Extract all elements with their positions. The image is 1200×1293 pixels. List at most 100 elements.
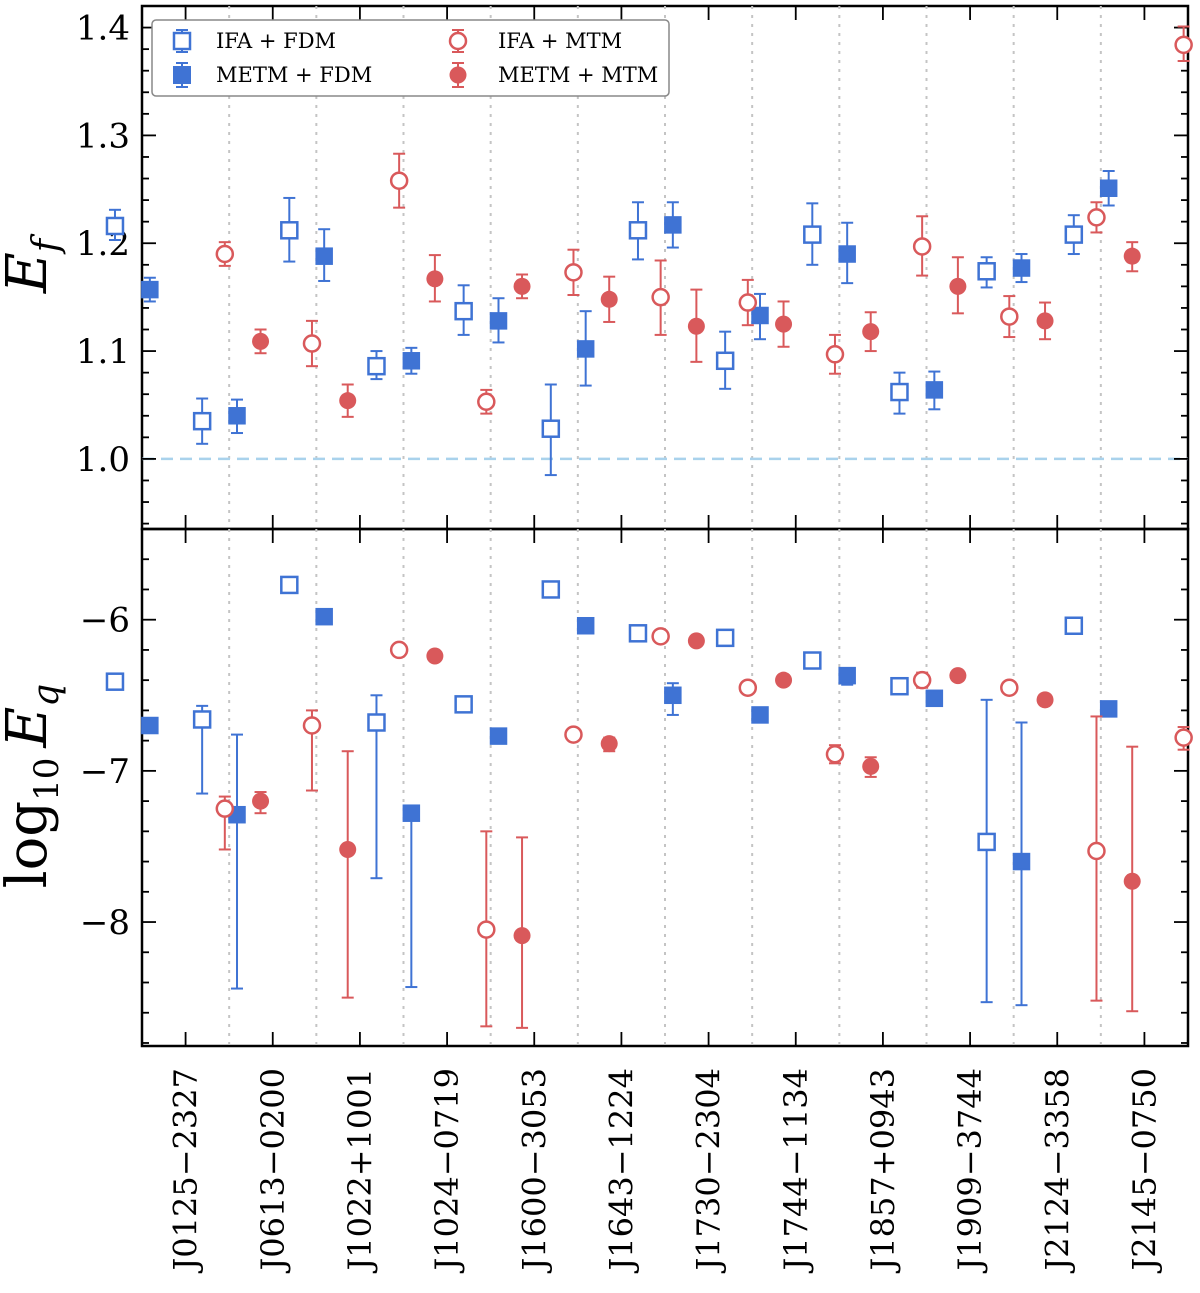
point-ifa-mtm xyxy=(564,725,583,744)
x-category-label: J1600−3053 xyxy=(515,1068,553,1274)
point-ifa-fdm xyxy=(280,575,299,595)
point-ifa-mtm xyxy=(1087,841,1106,861)
point-ifa-mtm xyxy=(215,799,235,818)
point-ifa-fdm xyxy=(1064,616,1084,635)
point-metm-mtm xyxy=(949,277,967,295)
point-ifa-fdm xyxy=(803,651,822,670)
point-ifa-mtm xyxy=(1000,678,1019,697)
point-metm-fdm xyxy=(315,607,333,626)
bottom-panel-frame xyxy=(140,527,1190,1048)
point-metm-fdm xyxy=(1012,852,1031,871)
point-ifa-fdm xyxy=(803,225,822,244)
point-ifa-mtm xyxy=(651,287,670,307)
legend-entry-metm-mtm: METM + MTM xyxy=(449,62,658,88)
bottom-y-axis-label-log: log xyxy=(0,801,60,888)
legend-marker-open-circle xyxy=(448,31,468,51)
bottom-panel: log10 Eq −8 −7 −6 J0125−2327 J0613−0200 J1022+… xyxy=(0,527,1193,1274)
point-ifa-fdm xyxy=(541,580,561,599)
point-metm-mtm xyxy=(775,671,793,689)
point-metm-fdm xyxy=(489,727,508,745)
point-metm-fdm xyxy=(576,616,595,635)
point-ifa-fdm xyxy=(977,262,996,281)
point-ifa-mtm xyxy=(389,171,409,190)
point-ifa-mtm xyxy=(564,263,583,282)
point-metm-mtm xyxy=(862,757,880,775)
point-ifa-mtm xyxy=(651,627,670,646)
point-metm-fdm xyxy=(141,716,159,735)
point-metm-mtm xyxy=(1123,872,1141,890)
point-metm-fdm xyxy=(751,706,769,724)
point-ifa-fdm xyxy=(192,411,212,431)
legend-box xyxy=(151,19,670,97)
point-metm-fdm xyxy=(315,247,333,265)
legend-label-ifa-mtm: IFA + MTM xyxy=(498,29,622,53)
point-ifa-mtm xyxy=(215,244,235,264)
legend-label-metm-fdm: METM + FDM xyxy=(216,63,372,87)
point-metm-mtm xyxy=(600,290,618,308)
bottom-y-tick-label: −7 xyxy=(80,752,130,792)
legend: IFA + FDM METM + FDM IFA + MTM METM + MT… xyxy=(151,19,670,97)
point-ifa-fdm xyxy=(541,419,561,438)
x-category-label: J2124−3358 xyxy=(1038,1068,1076,1274)
point-ifa-mtm xyxy=(1000,307,1019,326)
top-y-axis-label-sub: f xyxy=(26,233,67,255)
x-category-label: J1744−1134 xyxy=(777,1068,815,1274)
point-ifa-mtm xyxy=(738,293,758,312)
point-metm-mtm xyxy=(1123,247,1141,265)
bottom-y-tick-label: −6 xyxy=(80,601,130,641)
point-metm-mtm xyxy=(513,927,531,945)
point-metm-mtm xyxy=(949,667,967,685)
point-metm-mtm xyxy=(775,315,793,333)
point-metm-fdm xyxy=(925,381,944,399)
top-y-axis-label: Ef xyxy=(0,233,67,294)
point-ifa-fdm xyxy=(367,713,386,732)
point-metm-mtm xyxy=(426,270,444,288)
point-ifa-mtm xyxy=(825,345,845,364)
legend-marker-open-square xyxy=(172,31,192,51)
point-ifa-mtm xyxy=(302,334,322,353)
x-category-label: J0125−2327 xyxy=(167,1068,205,1274)
point-metm-fdm xyxy=(751,306,769,325)
point-ifa-fdm xyxy=(192,710,212,729)
bottom-y-axis-label-base: 10 xyxy=(27,758,67,801)
point-ifa-fdm xyxy=(890,382,909,402)
point-metm-mtm xyxy=(1036,312,1054,330)
legend-marker-filled-square xyxy=(173,66,191,84)
point-ifa-mtm xyxy=(738,678,758,697)
point-ifa-fdm xyxy=(715,351,735,371)
x-category-label: J2145−0750 xyxy=(1125,1068,1163,1274)
legend-entry-metm-fdm: METM + FDM xyxy=(173,62,372,88)
point-ifa-mtm xyxy=(912,670,932,690)
point-metm-mtm xyxy=(862,323,880,341)
point-metm-fdm xyxy=(489,312,508,330)
legend-entry-ifa-mtm: IFA + MTM xyxy=(448,29,622,53)
point-ifa-mtm xyxy=(302,716,322,735)
point-metm-fdm xyxy=(838,245,856,263)
point-ifa-mtm xyxy=(1174,728,1193,747)
bottom-y-tick-label: −8 xyxy=(80,903,130,943)
point-metm-mtm xyxy=(339,392,357,410)
x-category-label: J1857+0943 xyxy=(864,1068,902,1274)
point-ifa-fdm xyxy=(105,672,125,691)
point-metm-mtm xyxy=(426,647,444,665)
top-y-tick-label: 1.3 xyxy=(76,116,130,156)
point-ifa-fdm xyxy=(105,216,125,236)
point-metm-fdm xyxy=(664,686,682,705)
x-category-label: J1730−2304 xyxy=(690,1068,728,1274)
point-metm-fdm xyxy=(402,352,421,370)
point-ifa-mtm xyxy=(389,640,409,660)
x-category-label: J1024−0719 xyxy=(428,1068,466,1274)
point-metm-fdm xyxy=(838,666,856,685)
x-category-label: J1022+1001 xyxy=(341,1068,379,1274)
point-metm-fdm xyxy=(141,280,159,299)
point-ifa-fdm xyxy=(890,676,909,696)
point-metm-mtm xyxy=(252,792,270,810)
x-category-label: J1643−1224 xyxy=(602,1068,640,1274)
point-ifa-fdm xyxy=(1064,225,1084,244)
point-metm-fdm xyxy=(1012,259,1031,277)
top-y-tick-label: 1.4 xyxy=(76,9,130,49)
x-category-label: J1909−3744 xyxy=(951,1068,989,1274)
point-ifa-fdm xyxy=(977,832,996,852)
point-ifa-mtm xyxy=(1087,208,1106,227)
point-ifa-fdm xyxy=(367,356,386,376)
